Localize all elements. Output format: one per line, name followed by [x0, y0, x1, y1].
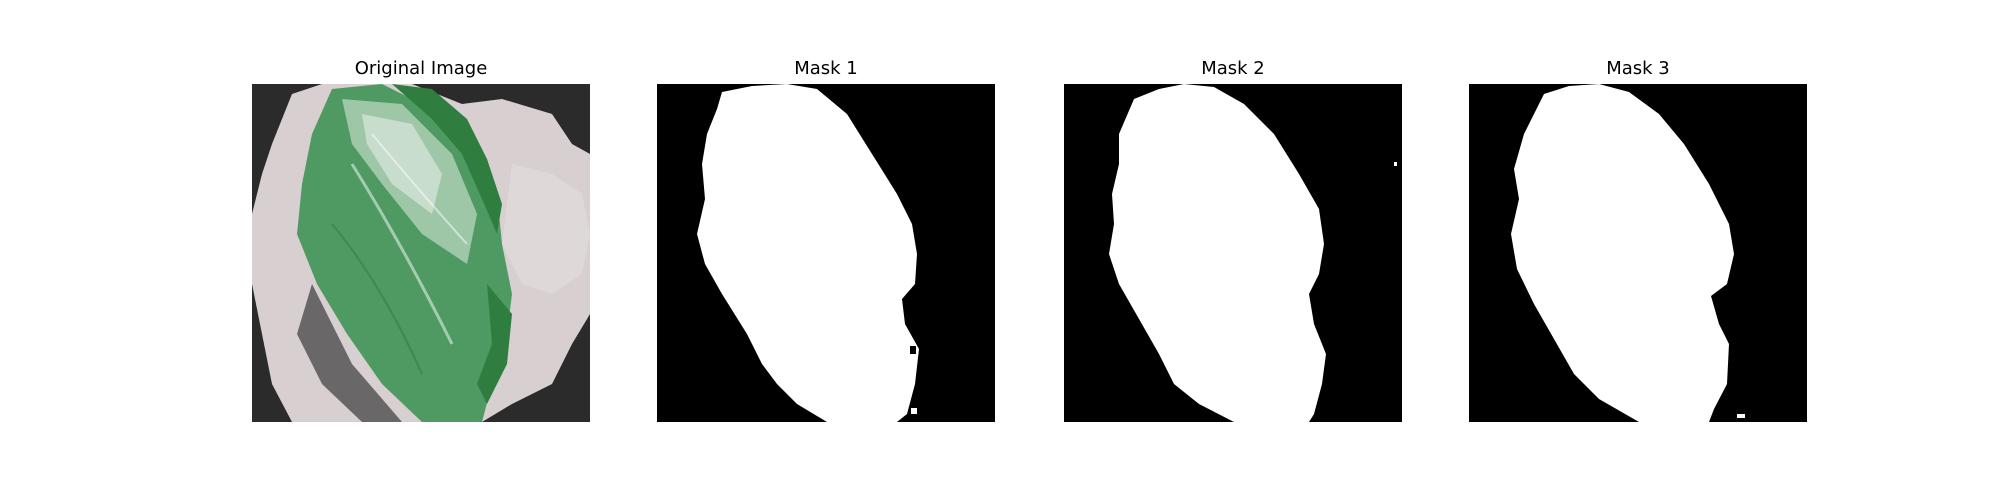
original-image-picture	[252, 84, 590, 422]
panel-title-mask-1: Mask 1	[656, 58, 996, 79]
mask-2-image	[1064, 84, 1402, 422]
mask-1-picture	[657, 84, 995, 422]
original-image	[252, 84, 590, 422]
mask-2-picture	[1064, 84, 1402, 422]
panel-title-mask-3: Mask 3	[1468, 58, 1808, 79]
panel-title-original-image: Original Image	[251, 58, 591, 79]
mask-1-image	[657, 84, 995, 422]
mask-3-image	[1469, 84, 1807, 422]
panel-title-mask-2: Mask 2	[1063, 58, 1403, 79]
mask-3-picture	[1469, 84, 1807, 422]
